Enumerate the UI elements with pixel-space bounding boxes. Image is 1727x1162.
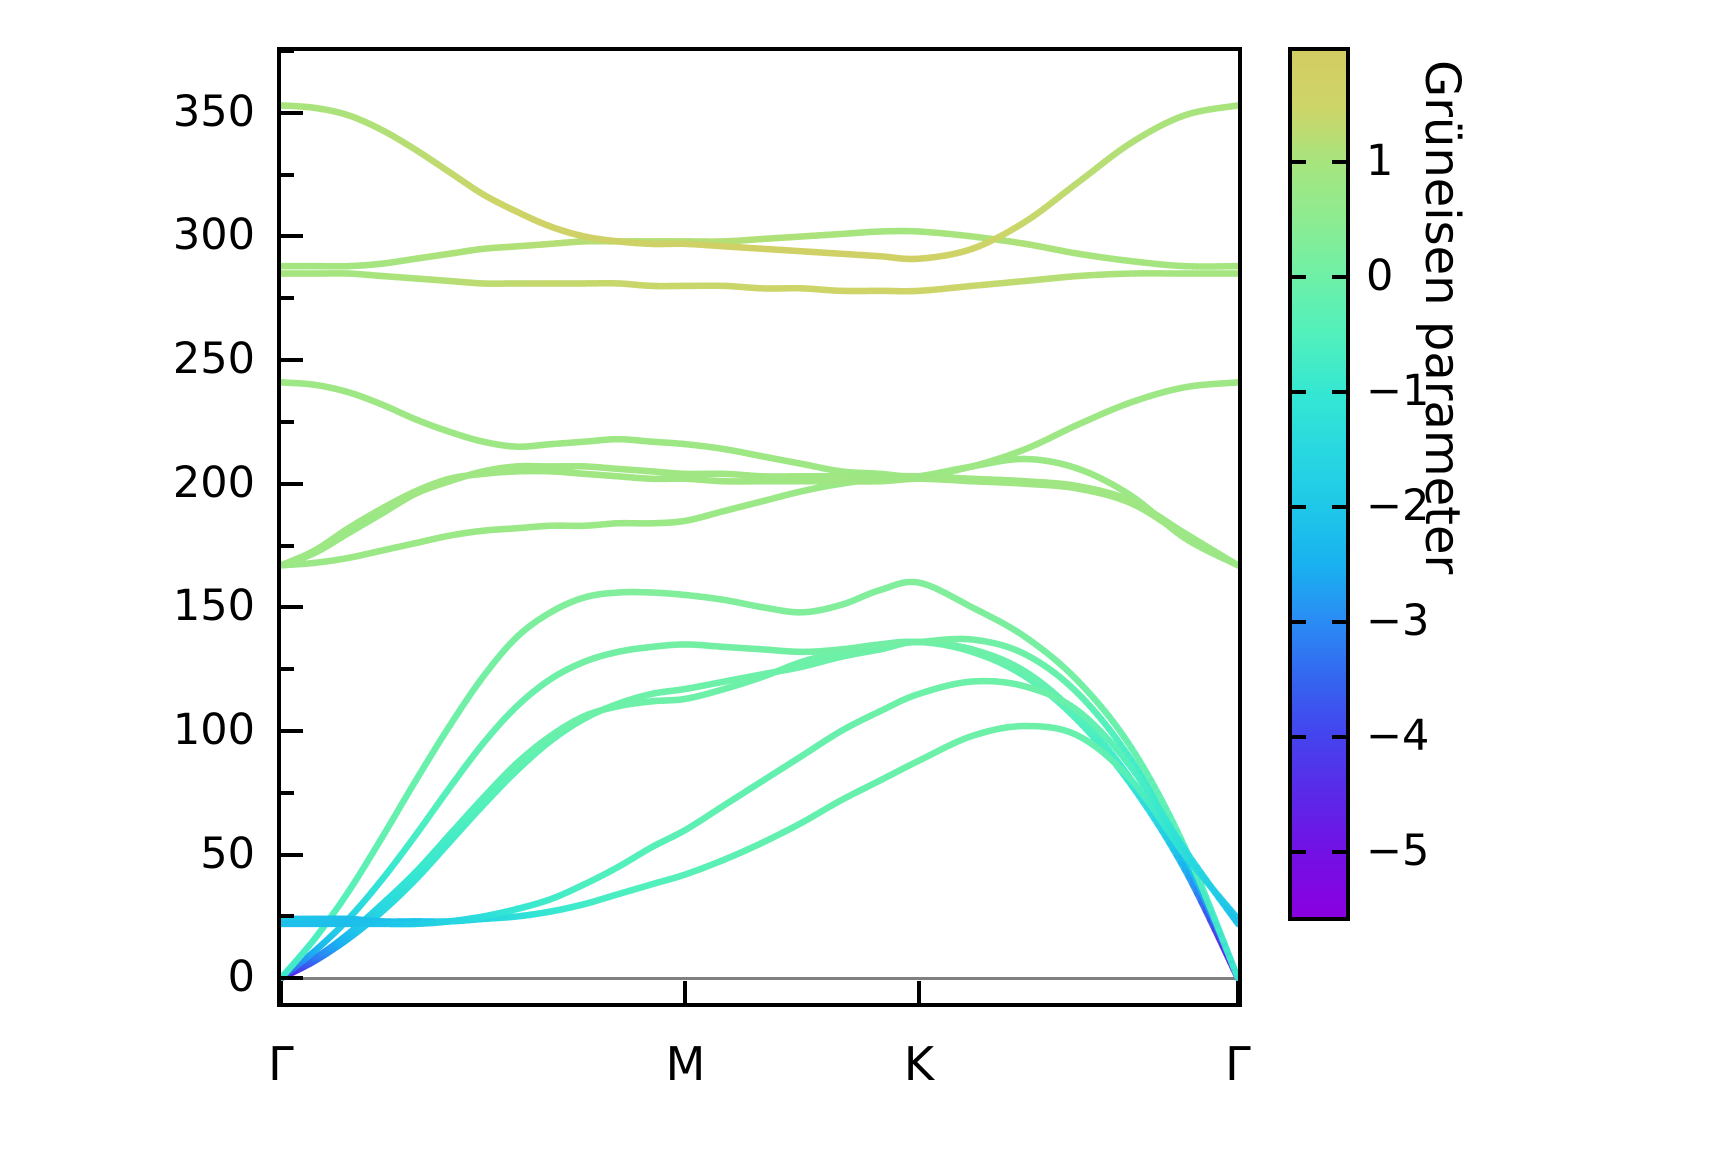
y-tick-label: 0 bbox=[227, 952, 255, 1003]
colorbar-tick bbox=[1291, 160, 1306, 164]
colorbar-tick-label: −3 bbox=[1366, 596, 1430, 646]
phonon-branch bbox=[281, 379, 1238, 480]
x-tick-label: Γ bbox=[1225, 1037, 1251, 1091]
colorbar-tick-label: −1 bbox=[1366, 366, 1430, 416]
phonon-branch bbox=[281, 467, 1238, 569]
colorbar-tick-label: −5 bbox=[1366, 826, 1430, 876]
colorbar-tick bbox=[1291, 390, 1306, 394]
y-minor-tick bbox=[281, 296, 294, 301]
x-tick bbox=[683, 981, 688, 1003]
x-tick bbox=[279, 981, 283, 1003]
bands-plot-area bbox=[281, 51, 1238, 1003]
phonon-branch bbox=[281, 270, 1238, 295]
y-minor-tick bbox=[281, 790, 294, 795]
y-tick-label: 250 bbox=[172, 334, 255, 385]
colorbar-tick-label: −4 bbox=[1366, 711, 1430, 761]
x-tick-label: K bbox=[903, 1037, 934, 1091]
y-tick bbox=[281, 729, 303, 733]
colorbar-tick bbox=[1332, 275, 1347, 279]
y-tick-label: 350 bbox=[172, 86, 255, 137]
y-minor-tick bbox=[281, 543, 294, 548]
y-tick bbox=[281, 358, 303, 363]
y-tick-label: 50 bbox=[200, 828, 255, 879]
x-tick bbox=[916, 981, 921, 1003]
y-minor-tick bbox=[281, 667, 294, 672]
y-tick bbox=[281, 852, 303, 857]
y-minor-tick bbox=[281, 419, 294, 424]
y-tick bbox=[281, 234, 303, 239]
y-minor-tick bbox=[281, 914, 294, 919]
colorbar-tick bbox=[1291, 850, 1306, 854]
zero-frequency-line bbox=[281, 977, 1238, 981]
colorbar-tick bbox=[1291, 505, 1306, 509]
y-tick-label: 100 bbox=[172, 705, 255, 755]
colorbar bbox=[1288, 47, 1350, 921]
y-tick-label: 300 bbox=[172, 210, 255, 261]
phonon-branch bbox=[281, 578, 1238, 982]
colorbar-tick bbox=[1291, 735, 1306, 739]
colorbar-tick bbox=[1332, 505, 1347, 509]
colorbar-tick-label: −2 bbox=[1366, 481, 1430, 531]
y-tick bbox=[281, 110, 303, 115]
colorbar-tick bbox=[1332, 160, 1347, 164]
y-tick bbox=[281, 976, 303, 981]
y-tick-label: 200 bbox=[172, 457, 255, 508]
colorbar-tick bbox=[1291, 620, 1306, 624]
y-tick bbox=[281, 605, 303, 610]
y-tick-label: 150 bbox=[172, 581, 255, 632]
phonon-branch bbox=[281, 638, 1238, 982]
phonon-branch bbox=[281, 677, 1238, 928]
colorbar-tick-label: 0 bbox=[1366, 251, 1394, 301]
colorbar-tick-label: 1 bbox=[1366, 136, 1394, 186]
y-minor-tick bbox=[281, 49, 294, 53]
x-tick bbox=[1236, 981, 1240, 1003]
colorbar-tick bbox=[1332, 850, 1347, 854]
y-minor-tick bbox=[281, 172, 294, 177]
colorbar-tick bbox=[1332, 620, 1347, 624]
colorbar-tick bbox=[1291, 275, 1306, 279]
phonon-branches bbox=[281, 102, 1238, 982]
phonon-branch bbox=[281, 102, 1238, 263]
colorbar-tick bbox=[1332, 735, 1347, 739]
x-tick-label: M bbox=[665, 1037, 706, 1091]
x-tick-label: Γ bbox=[268, 1037, 294, 1091]
colorbar-title: Grüneisen parameter bbox=[1414, 60, 1470, 575]
colorbar-gradient bbox=[1292, 51, 1346, 917]
colorbar-tick bbox=[1332, 390, 1347, 394]
phonon-branch bbox=[281, 638, 1238, 982]
y-tick bbox=[281, 481, 303, 486]
phonon-branch bbox=[281, 635, 1238, 982]
